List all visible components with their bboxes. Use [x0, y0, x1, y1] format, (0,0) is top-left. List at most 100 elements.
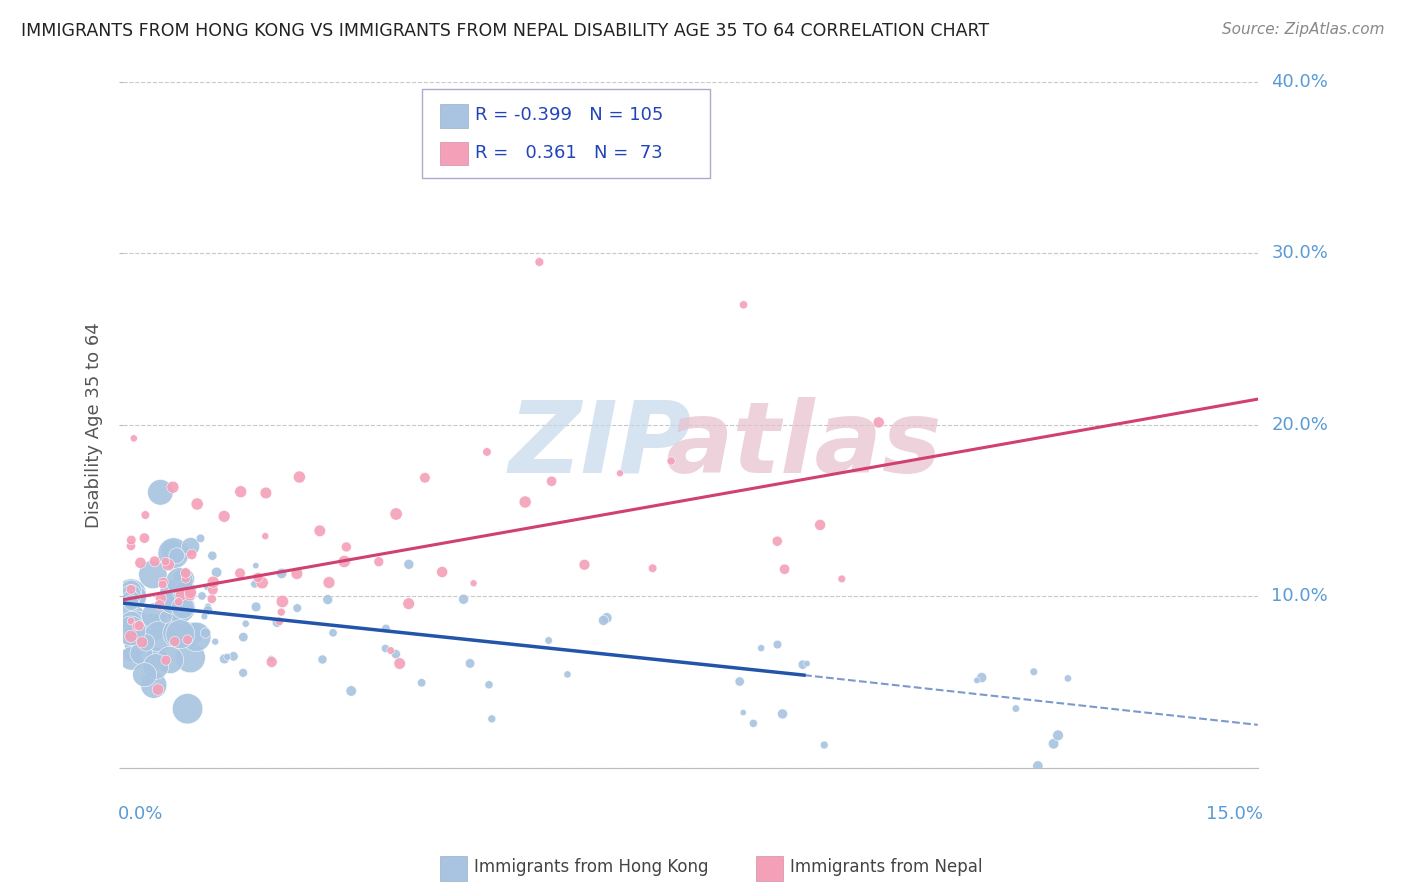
Point — [134, 667, 156, 681]
Point — [335, 540, 357, 554]
Point — [458, 657, 481, 671]
Point — [966, 673, 988, 688]
Point — [270, 566, 292, 581]
Point — [195, 580, 218, 594]
Y-axis label: Disability Age 35 to 64: Disability Age 35 to 64 — [86, 322, 103, 528]
Point — [808, 517, 831, 532]
Text: 15.0%: 15.0% — [1206, 805, 1264, 823]
Point — [170, 588, 193, 602]
Point — [179, 650, 201, 665]
Point — [134, 508, 156, 522]
Point — [773, 562, 796, 576]
Point — [191, 589, 214, 603]
Point — [120, 588, 142, 602]
Point — [229, 484, 252, 499]
Point — [813, 738, 835, 752]
Point — [143, 554, 166, 568]
Point — [162, 544, 184, 558]
Point — [143, 608, 166, 623]
Point — [120, 583, 142, 598]
Point — [148, 630, 170, 644]
Text: 20.0%: 20.0% — [1271, 416, 1329, 434]
Point — [155, 653, 177, 667]
Point — [162, 594, 184, 608]
Point — [260, 652, 283, 666]
Point — [288, 470, 311, 484]
Point — [197, 603, 219, 617]
Point — [232, 630, 254, 644]
Point — [537, 633, 560, 648]
Point — [411, 675, 433, 690]
Point — [197, 599, 219, 614]
Text: 0.0%: 0.0% — [118, 805, 163, 823]
Point — [157, 558, 180, 572]
Point — [1022, 665, 1045, 679]
Point — [152, 575, 174, 590]
Point — [398, 597, 420, 611]
Point — [120, 533, 142, 547]
Point — [124, 590, 146, 604]
Point — [245, 558, 267, 573]
Point — [129, 556, 152, 570]
Point — [145, 659, 167, 673]
Point — [149, 598, 172, 612]
Point — [271, 594, 294, 608]
Point — [217, 649, 239, 664]
Point — [540, 475, 562, 489]
Point — [120, 587, 142, 601]
Point — [229, 566, 252, 581]
Point — [380, 643, 402, 657]
Point — [128, 615, 150, 629]
Text: 30.0%: 30.0% — [1271, 244, 1329, 262]
Point — [574, 558, 596, 572]
Point — [513, 495, 536, 509]
Point — [232, 665, 254, 680]
Point — [398, 558, 420, 572]
Point — [831, 572, 853, 586]
Point — [159, 584, 181, 599]
Point — [970, 671, 993, 685]
Point — [141, 621, 163, 635]
Point — [142, 567, 165, 582]
Point — [124, 624, 146, 639]
Point — [254, 529, 277, 543]
Point — [266, 615, 288, 630]
Point — [385, 507, 408, 521]
Point — [478, 678, 501, 692]
Point — [131, 635, 153, 649]
Point — [166, 549, 188, 563]
Point — [201, 582, 224, 597]
Point — [120, 582, 142, 597]
Point — [1005, 701, 1028, 715]
Point — [733, 298, 755, 312]
Point — [659, 454, 682, 468]
Point — [1047, 728, 1070, 742]
Point — [205, 566, 228, 580]
Point — [1026, 759, 1049, 773]
Point — [868, 416, 890, 430]
Point — [453, 592, 475, 607]
Point — [186, 497, 208, 511]
Point — [120, 592, 142, 607]
Point — [202, 575, 225, 590]
Point — [169, 574, 191, 589]
Point — [201, 549, 224, 563]
Point — [167, 626, 190, 640]
Point — [174, 585, 197, 599]
Point — [316, 592, 339, 607]
Point — [173, 572, 195, 586]
Point — [174, 572, 197, 586]
Point — [167, 595, 190, 609]
Point — [125, 619, 148, 633]
Point — [125, 617, 148, 632]
Point — [463, 576, 485, 591]
Text: ZIP: ZIP — [509, 397, 692, 494]
Point — [146, 651, 169, 665]
Point — [172, 600, 194, 615]
Text: R =   0.361   N =  73: R = 0.361 N = 73 — [475, 144, 664, 161]
Point — [120, 651, 142, 665]
Point — [120, 614, 142, 628]
Point — [796, 657, 818, 671]
Point — [222, 649, 245, 664]
Point — [174, 566, 197, 580]
